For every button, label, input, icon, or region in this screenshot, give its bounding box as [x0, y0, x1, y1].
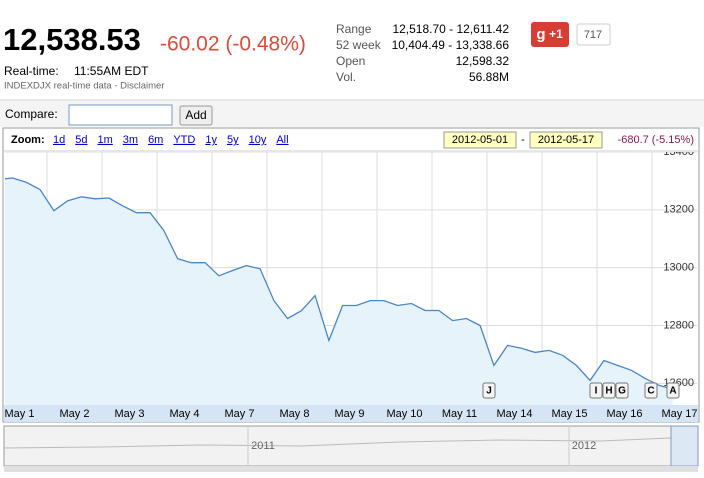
- compare-input[interactable]: [68, 104, 173, 126]
- event-flag[interactable]: [615, 382, 629, 399]
- price: 12,538.53: [3, 22, 141, 57]
- zoom-options: 1d 5d 1m 3m 6m YTD 1y 5y 10y All: [53, 134, 289, 146]
- event-flag[interactable]: [644, 382, 658, 399]
- period-change: -680.7 (-5.15%): [618, 134, 694, 146]
- date-separator: -: [521, 134, 525, 146]
- x-tick-label: May 10: [386, 408, 422, 420]
- navigator-line: [3, 437, 699, 449]
- zoom-option[interactable]: 5d: [75, 134, 87, 146]
- stat-value: 10,404.49 - 13,338.66: [392, 38, 510, 52]
- zoom-option[interactable]: All: [276, 134, 288, 146]
- x-tick-label: May 3: [115, 408, 145, 420]
- x-tick-label: May 14: [496, 408, 532, 420]
- x-tick-label: May 4: [170, 408, 200, 420]
- end-date-box: [529, 131, 603, 149]
- x-tick-label: May 11: [442, 408, 477, 420]
- x-axis-band: [4, 405, 698, 422]
- x-tick-label: May 9: [335, 408, 365, 420]
- zoom-label: Zoom:: [11, 134, 45, 146]
- count: 717: [584, 29, 602, 41]
- navigator-label: 2012: [572, 440, 596, 452]
- scrollbar[interactable]: [4, 466, 698, 472]
- zoom-option[interactable]: 1d: [53, 134, 65, 146]
- zoom-option[interactable]: 6m: [148, 134, 163, 146]
- zoom-option[interactable]: 3m: [123, 134, 138, 146]
- zoom-option[interactable]: 10y: [249, 134, 267, 146]
- event-flag-label: I: [595, 386, 598, 397]
- end-date: 2012-05-17: [538, 134, 594, 146]
- count-box: [576, 23, 611, 46]
- event-flag[interactable]: [666, 382, 680, 399]
- zoom-option[interactable]: 1y: [205, 134, 217, 146]
- source: INDEXDJX real-time data - Disclaimer: [4, 81, 164, 92]
- plus-one-label: +1: [549, 27, 563, 41]
- stat-label: Range: [336, 22, 372, 36]
- start-date: 2012-05-01: [452, 134, 508, 146]
- x-tick-label: May 16: [606, 408, 642, 420]
- y-tick-label: 13200: [663, 204, 694, 216]
- navigator-label: 2011: [251, 440, 275, 452]
- start-date-box: [443, 131, 517, 149]
- x-tick-label: May 8: [280, 408, 310, 420]
- stat-label: Open: [336, 54, 365, 68]
- time: 11:55AM EDT: [74, 64, 149, 78]
- zoom-option[interactable]: 5y: [227, 134, 239, 146]
- plus-one-icon: g: [536, 26, 545, 43]
- plus-one-button[interactable]: [531, 22, 569, 47]
- stat-value: 12,598.32: [456, 54, 510, 68]
- event-flag[interactable]: [602, 382, 616, 399]
- x-tick-label: May 17: [661, 408, 697, 420]
- event-flag-label: A: [669, 386, 676, 397]
- add-label: Add: [185, 108, 206, 122]
- stat-value: 12,518.70 - 12,611.42: [392, 22, 509, 36]
- navigator[interactable]: [3, 425, 699, 467]
- zoom-option[interactable]: 1m: [98, 134, 113, 146]
- stat-label: Vol.: [336, 70, 356, 84]
- y-tick-label: 12800: [663, 319, 694, 331]
- plot: 1260012800130001320013400: [5, 146, 697, 405]
- stats: Range 12,518.70 - 12,611.42 52 week 10,404.…: [336, 22, 509, 84]
- stat-value: 56.88M: [469, 70, 509, 84]
- zoom-option[interactable]: YTD: [173, 134, 195, 146]
- line: [5, 177, 673, 390]
- navigator-window[interactable]: [670, 425, 699, 467]
- x-tick-label: May 15: [551, 408, 587, 420]
- y-tick-label: 13000: [663, 262, 694, 274]
- event-flag-label: G: [618, 386, 626, 397]
- event-flag[interactable]: [482, 382, 496, 399]
- compare-label: Compare:: [5, 107, 58, 121]
- event-flag-label: J: [486, 386, 492, 397]
- x-tick-label: May 1: [5, 408, 35, 420]
- change: -60.02 (-0.48%): [160, 33, 306, 56]
- x-tick-label: May 2: [60, 408, 90, 420]
- add-button[interactable]: [179, 105, 213, 126]
- stat-label: 52 week: [336, 38, 382, 52]
- event-flag-label: H: [605, 386, 612, 397]
- x-tick-label: May 7: [225, 408, 255, 420]
- event-flag-label: C: [647, 386, 654, 397]
- event-flag[interactable]: [589, 382, 603, 399]
- y-tick-label: 13400: [663, 146, 694, 158]
- realtime-label: Real-time:: [4, 64, 59, 78]
